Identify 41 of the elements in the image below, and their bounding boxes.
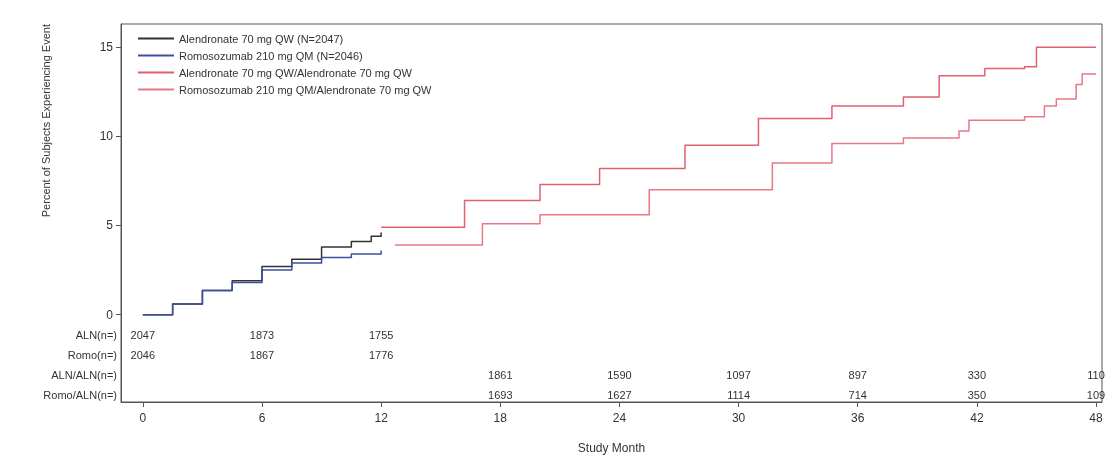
x-tick-label: 24 — [612, 411, 627, 425]
x-tick-label: 36 — [851, 411, 865, 425]
text: Romo/ALN(n=) — [43, 388, 117, 401]
annotation: 330 — [967, 368, 987, 381]
y-axis-title: Percent of Subjects Experiencing Event — [39, 24, 52, 218]
annotation: 1873 — [249, 328, 275, 341]
annotation: 1114 — [727, 388, 751, 401]
annotation: 350 — [967, 388, 987, 401]
annotation: 2046 — [130, 348, 156, 361]
annotation: 110 — [1087, 368, 1105, 381]
annotation: 897 — [848, 368, 867, 381]
x-tick-label: 18 — [493, 411, 508, 425]
y-tick-label: 5 — [106, 218, 114, 233]
y-tick-label: 15 — [99, 40, 114, 55]
annotation: 1693 — [488, 388, 513, 401]
x-tick-label: 30 — [731, 411, 746, 425]
y-tick-label: 0 — [106, 307, 114, 322]
annotation: 1590 — [607, 368, 632, 381]
annotation: 1627 — [607, 388, 632, 401]
annotation: 1097 — [726, 368, 751, 381]
y-tick-label: 10 — [99, 129, 114, 144]
x-axis-title: Study Month — [577, 441, 646, 455]
legend-label: Alendronate 70 mg QW (N=2047) — [179, 32, 344, 45]
x-tick-label: 0 — [139, 411, 147, 425]
annotation: 1867 — [249, 348, 275, 361]
text: ALN/ALN(n=) — [51, 368, 117, 381]
annotation: 1776 — [368, 348, 394, 361]
x-tick-label: 42 — [970, 411, 984, 425]
annotation: 1755 — [368, 328, 394, 341]
x-tick-label: 48 — [1089, 411, 1104, 425]
legend-label: Romosozumab 210 mg QM/Alendronate 70 mg QW — [179, 83, 433, 96]
legend-label: Romosozumab 210 mg QM (N=2046) — [179, 49, 363, 62]
text: ALN(n=) — [75, 328, 117, 341]
text: Romo(n=) — [67, 348, 117, 361]
annotation: 2047 — [130, 328, 156, 341]
annotation: 109 — [1086, 388, 1106, 401]
x-tick-label: 6 — [258, 411, 266, 425]
annotation: 1861 — [488, 368, 513, 381]
legend-label: Alendronate 70 mg QW/Alendronate 70 mg QW — [179, 66, 413, 79]
annotation: 714 — [848, 388, 867, 401]
x-tick-label: 12 — [374, 411, 389, 425]
